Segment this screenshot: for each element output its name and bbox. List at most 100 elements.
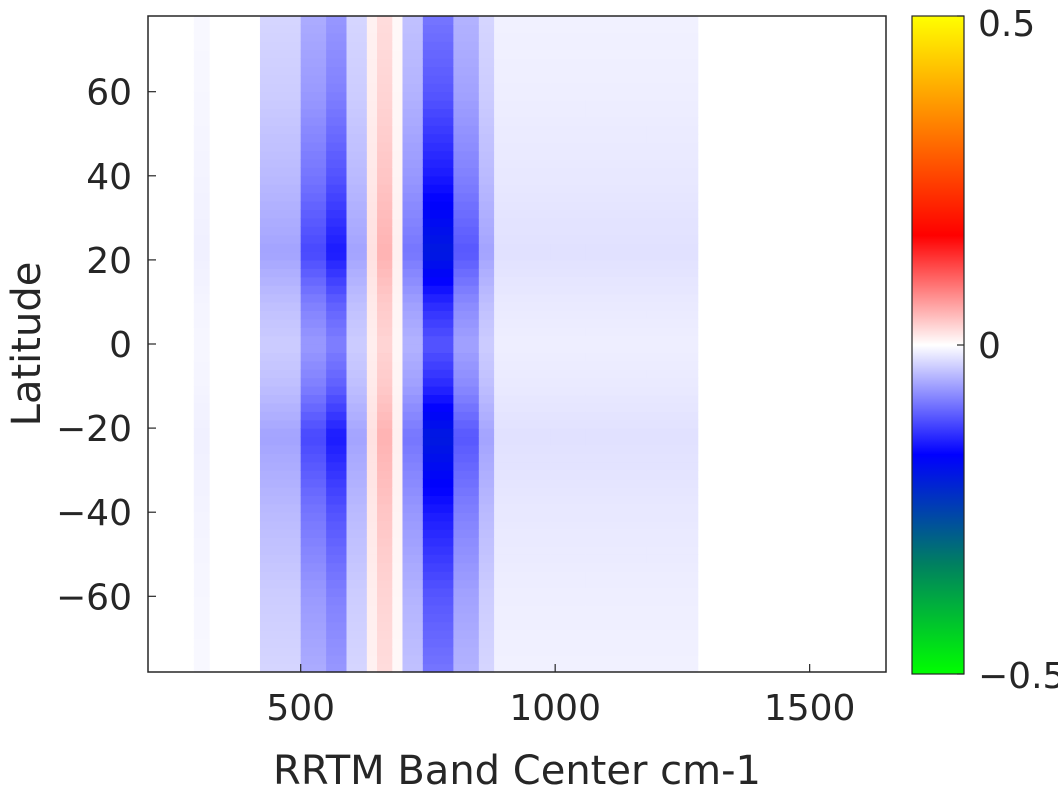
heatmap-cell: [646, 150, 699, 160]
heatmap-cell: [494, 268, 551, 278]
heatmap-cell: [193, 285, 210, 295]
heatmap-cell: [478, 74, 495, 84]
heatmap-cell: [346, 545, 368, 555]
heatmap-cell: [193, 436, 210, 446]
heatmap-cell: [346, 562, 368, 572]
heatmap-cell: [478, 142, 495, 152]
heatmap-cell: [494, 579, 551, 589]
heatmap-cell: [377, 587, 393, 597]
heatmap-cell: [550, 158, 587, 168]
heatmap-cell: [193, 142, 210, 152]
heatmap-cell: [326, 49, 348, 59]
heatmap-cells: [193, 16, 699, 673]
heatmap-cell: [585, 646, 648, 656]
heatmap-cell: [346, 175, 368, 185]
heatmap-cell: [346, 310, 368, 320]
heatmap-cell: [259, 66, 302, 76]
heatmap-cell: [366, 285, 378, 295]
heatmap-cell: [422, 32, 454, 42]
heatmap-cell: [377, 16, 393, 26]
heatmap-cell: [193, 125, 210, 135]
heatmap-cell: [326, 301, 348, 311]
heatmap-cell: [478, 318, 495, 328]
heatmap-cell: [646, 478, 699, 488]
heatmap-cell: [494, 646, 551, 656]
heatmap-cell: [646, 41, 699, 51]
heatmap-cell: [366, 259, 378, 269]
heatmap-cell: [585, 58, 648, 68]
heatmap-cell: [646, 360, 699, 370]
heatmap-cell: [402, 58, 424, 68]
heatmap-cell: [550, 604, 587, 614]
heatmap-cell: [402, 529, 424, 539]
heatmap-cell: [453, 158, 480, 168]
heatmap-cell: [346, 638, 368, 648]
heatmap-cell: [494, 545, 551, 555]
heatmap-cell: [300, 604, 327, 614]
heatmap-cell: [402, 116, 424, 126]
heatmap-cell: [494, 621, 551, 631]
heatmap-cell: [478, 352, 495, 362]
heatmap-cell: [453, 663, 480, 673]
heatmap-cell: [494, 571, 551, 581]
heatmap-cell: [377, 444, 393, 454]
heatmap-cell: [300, 243, 327, 253]
heatmap-cell: [585, 192, 648, 202]
heatmap-cell: [326, 638, 348, 648]
heatmap-cell: [494, 554, 551, 564]
heatmap-cell: [453, 100, 480, 110]
heatmap-cell: [392, 495, 404, 505]
heatmap-cell: [478, 49, 495, 59]
heatmap-cell: [453, 74, 480, 84]
heatmap-cell: [585, 91, 648, 101]
heatmap-cell: [646, 49, 699, 59]
heatmap-cell: [366, 150, 378, 160]
heatmap-cell: [300, 91, 327, 101]
heatmap-cell: [326, 327, 348, 337]
heatmap-cell: [392, 234, 404, 244]
heatmap-cell: [193, 167, 210, 177]
heatmap-cell: [478, 596, 495, 606]
heatmap-cell: [193, 226, 210, 236]
heatmap-cell: [646, 411, 699, 421]
heatmap-cell: [392, 604, 404, 614]
heatmap-cell: [494, 226, 551, 236]
heatmap-cell: [422, 133, 454, 143]
heatmap-cell: [422, 478, 454, 488]
heatmap-cell: [646, 209, 699, 219]
heatmap-cell: [550, 58, 587, 68]
x-tick-label: 1500: [764, 688, 856, 729]
heatmap-cell: [494, 461, 551, 471]
heatmap-cell: [478, 495, 495, 505]
heatmap-cell: [392, 369, 404, 379]
heatmap-cell: [366, 411, 378, 421]
heatmap-cell: [193, 428, 210, 438]
heatmap-cell: [422, 529, 454, 539]
heatmap-cell: [377, 209, 393, 219]
heatmap-cell: [300, 470, 327, 480]
heatmap-cell: [550, 83, 587, 93]
heatmap-cell: [300, 537, 327, 547]
heatmap-cell: [453, 411, 480, 421]
heatmap-cell: [366, 201, 378, 211]
heatmap-cell: [326, 629, 348, 639]
heatmap-cell: [346, 453, 368, 463]
heatmap-cell: [346, 251, 368, 261]
heatmap-cell: [585, 150, 648, 160]
heatmap-cell: [585, 49, 648, 59]
heatmap-cell: [259, 301, 302, 311]
heatmap-cell: [453, 478, 480, 488]
heatmap-cell: [422, 663, 454, 673]
heatmap-cell: [366, 243, 378, 253]
heatmap-cell: [326, 461, 348, 471]
heatmap-cell: [300, 495, 327, 505]
heatmap-cell: [259, 613, 302, 623]
heatmap-cell: [402, 16, 424, 26]
heatmap-cell: [402, 217, 424, 227]
heatmap-cell: [377, 377, 393, 387]
heatmap-cell: [585, 175, 648, 185]
heatmap-cell: [326, 100, 348, 110]
heatmap-cell: [326, 512, 348, 522]
heatmap-cell: [402, 638, 424, 648]
